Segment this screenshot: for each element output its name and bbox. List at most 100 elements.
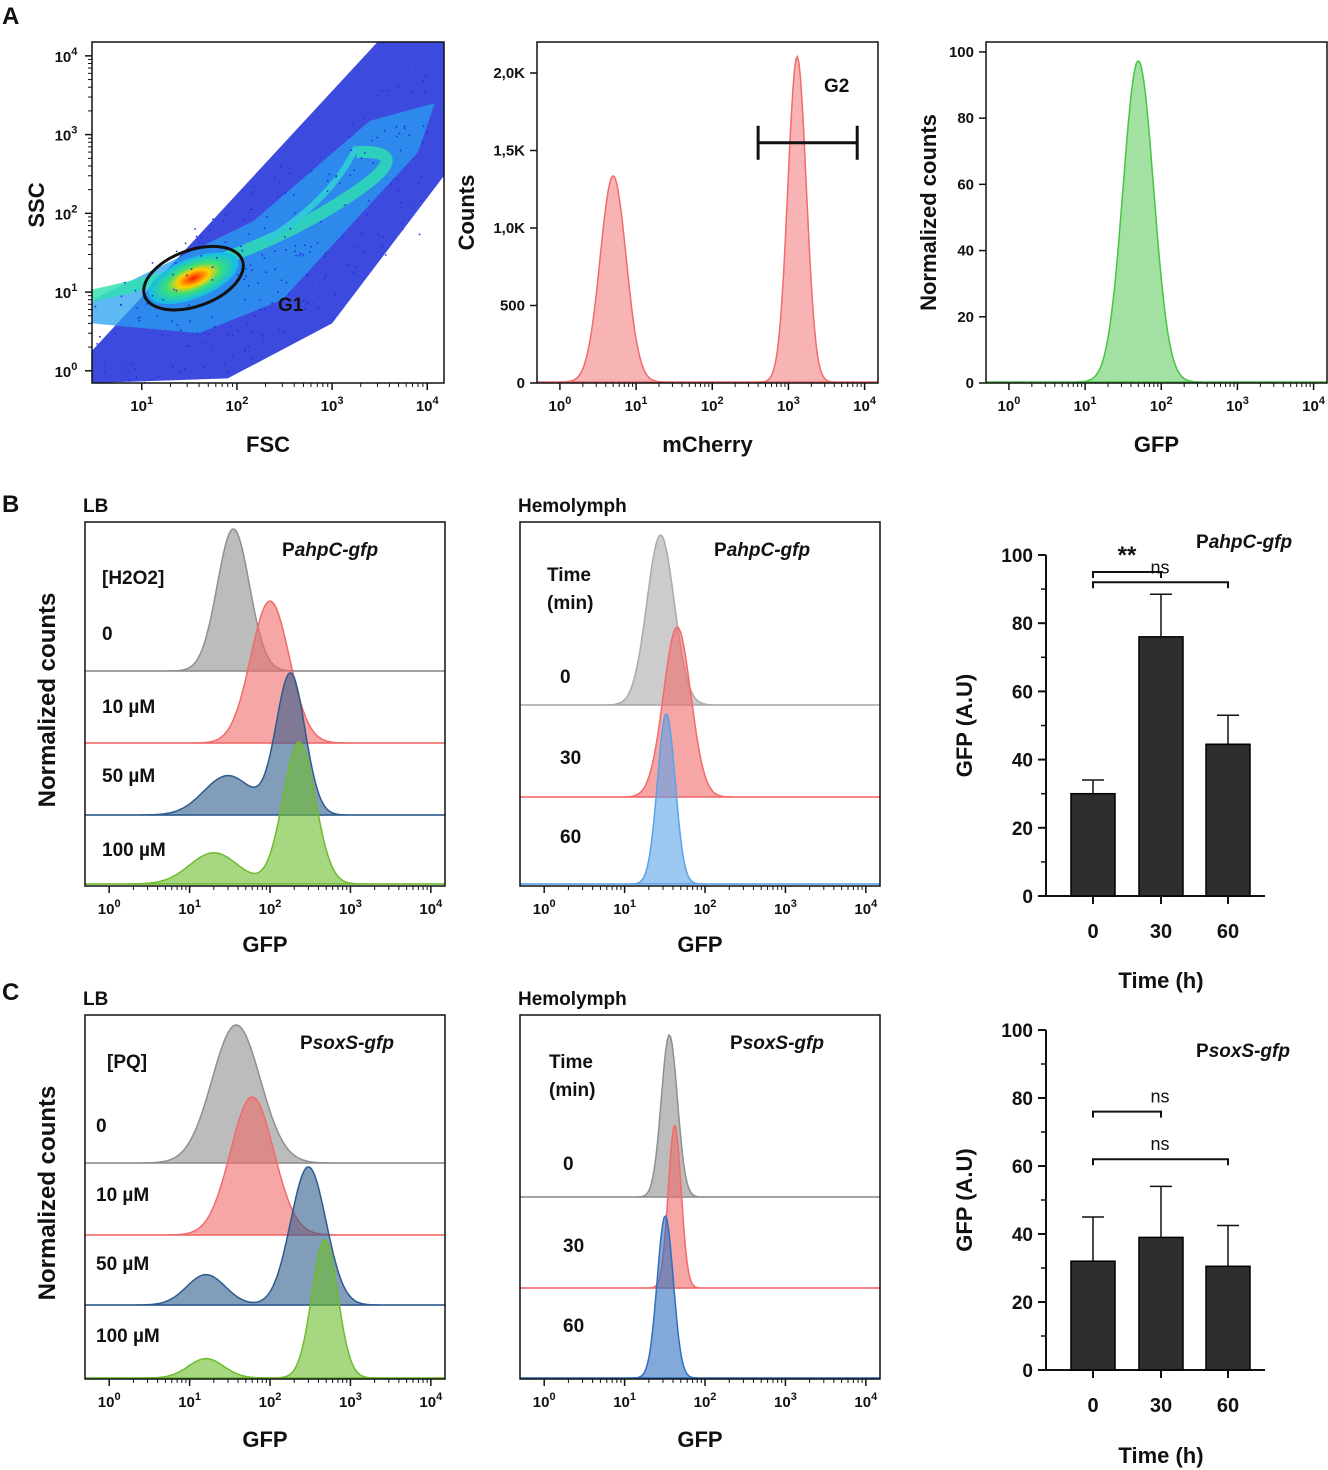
scatter-point (120, 295, 123, 298)
scatter-point (349, 174, 352, 177)
tick-base: 10 (98, 901, 115, 918)
y-tick-label: 20 (1012, 1293, 1033, 1314)
tick-exponent: 4 (433, 395, 440, 407)
significance-bracket (1092, 571, 1162, 579)
x-tick-label: 60 (1217, 921, 1239, 943)
scatter-point (360, 232, 363, 235)
scatter-point (125, 366, 127, 369)
scatter-point (326, 179, 329, 182)
tick-base: 10 (533, 1394, 550, 1411)
scatter-point (162, 298, 165, 301)
reporter-prefix: P (1196, 1041, 1209, 1062)
plot-frame (91, 41, 445, 384)
scatter-point (319, 157, 322, 159)
scatter-point (207, 333, 210, 335)
scatter-point (197, 241, 200, 243)
x-tick-label: 103 (1226, 395, 1249, 415)
scatter-point (353, 169, 356, 172)
y-tick-label: 103 (55, 125, 78, 145)
scatter-point (250, 269, 253, 272)
scatter-point (167, 353, 169, 355)
scatter-point (306, 274, 309, 277)
series-label: 10 µM (96, 1185, 149, 1206)
scatter-point (94, 305, 97, 308)
scatter-point (310, 170, 313, 173)
reporter-label: PsoxS-gfp (300, 1033, 394, 1054)
scatter-point (285, 281, 288, 284)
scatter-point (426, 131, 429, 134)
significance-label: ns (1150, 1134, 1169, 1154)
scatter-point (422, 125, 425, 128)
scatter-point (175, 250, 178, 253)
scatter-point (302, 254, 305, 256)
y-tick-label: 0 (966, 375, 974, 392)
x-tick-label: 102 (259, 1391, 282, 1411)
histogram-area (986, 60, 1327, 383)
x-tick-label: 103 (321, 395, 344, 415)
tick-base: 10 (694, 901, 711, 918)
y-tick-label: 100 (1001, 1021, 1033, 1042)
scatter-point (377, 233, 380, 236)
bar (1205, 1265, 1251, 1371)
x-tick-label: 103 (339, 898, 362, 918)
gate-g1 (142, 244, 245, 312)
scatter-point (254, 315, 257, 317)
condition-header-unit: (min) (549, 1080, 595, 1101)
plot-frame (519, 521, 881, 887)
scatter-point (257, 282, 259, 285)
scatter-point (387, 89, 390, 92)
condition-header-unit: (min) (547, 593, 593, 614)
scatter-point (204, 331, 206, 334)
bar (1070, 792, 1116, 897)
scatter-point (151, 262, 154, 264)
y-axis-label: Normalized counts (34, 593, 61, 808)
mcherry-histogram-chart: 100 101 102 103 10405001,0K1,5K2,0KmCherryCo… (454, 41, 879, 457)
scatter-point (344, 204, 346, 206)
y-tick-label: 40 (957, 243, 974, 260)
scatter-point (229, 325, 232, 328)
condition-header: Time (549, 1052, 593, 1073)
soxs-bar-chart: 0 20 40 60 80 100 0 30 60 ns ns Time (h) GFP (A.U) Ps… (952, 1021, 1290, 1468)
significance-bracket (1092, 581, 1229, 589)
y-tick-label: 500 (500, 298, 525, 315)
y-tick-label: 102 (55, 203, 78, 223)
scatter-point (172, 366, 175, 368)
scatter-point (420, 199, 423, 202)
scatter-point (302, 299, 305, 302)
scatter-point (395, 126, 398, 128)
tick-base: 10 (98, 1394, 115, 1411)
x-tick-label: 102 (226, 395, 249, 415)
panel-title: LB (83, 496, 108, 517)
y-axis-label: SSC (24, 182, 49, 227)
gate-g1-label: G1 (278, 295, 304, 316)
scatter-point (277, 290, 279, 293)
x-tick-label: 102 (701, 395, 724, 415)
scatter-point (175, 262, 177, 264)
tick-exponent: 1 (71, 282, 77, 294)
tick-base: 10 (1074, 398, 1091, 415)
y-axis-label: GFP (A.U) (952, 1148, 977, 1251)
scatter-point (347, 263, 350, 266)
tick-base: 10 (701, 398, 718, 415)
scatter-point (157, 376, 159, 378)
scatter-point (320, 220, 322, 223)
tick-exponent: 4 (871, 1391, 878, 1403)
scatter-point (247, 211, 250, 214)
scatter-point (263, 257, 266, 260)
scatter-point (401, 228, 404, 231)
x-axis-label: Time (h) (1118, 1443, 1203, 1468)
x-tick-label: 103 (774, 1391, 797, 1411)
scatter-point (156, 315, 159, 318)
series-label: 60 (560, 827, 581, 848)
scatter-point (294, 245, 297, 247)
scatter-point (372, 162, 375, 164)
scatter-point (243, 278, 246, 281)
scatter-point (310, 245, 313, 248)
y-tick-label: 40 (1012, 1225, 1033, 1246)
panel-label-c: C (2, 979, 19, 1006)
scatter-point (128, 371, 131, 374)
scatter-point (201, 341, 204, 343)
scatter-point (243, 219, 246, 221)
